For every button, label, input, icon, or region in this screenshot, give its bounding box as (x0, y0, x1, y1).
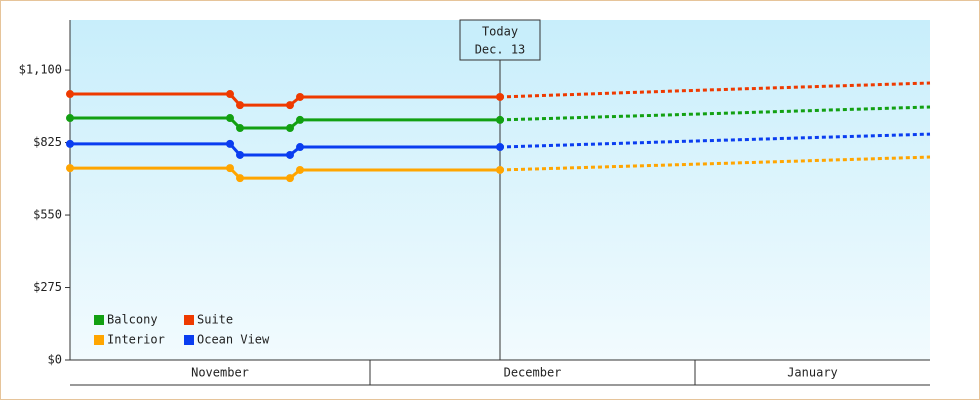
legend-label: Interior (107, 333, 165, 347)
line-forecast (499, 132, 931, 149)
y-tick-label: $550 (33, 208, 62, 222)
legend-label: Suite (197, 313, 233, 327)
point (296, 92, 304, 101)
x-band-label: November (191, 366, 249, 380)
y-tick-label: $275 (33, 280, 62, 294)
today-label: Today (482, 25, 518, 39)
legend-swatch (184, 335, 194, 345)
point (496, 115, 504, 124)
today-label: Dec. 13 (475, 43, 526, 57)
x-band-label: January (787, 366, 838, 380)
point (286, 101, 294, 110)
point (296, 143, 304, 152)
point (236, 124, 244, 133)
point (496, 165, 504, 174)
point (236, 101, 244, 110)
point (496, 143, 504, 152)
x-band-label: December (504, 366, 562, 380)
today-box (459, 19, 541, 61)
point (66, 139, 74, 148)
line-solid (70, 142, 500, 157)
point (226, 139, 234, 148)
line-solid (70, 166, 500, 180)
legend-label: Ocean View (197, 333, 270, 347)
point (286, 124, 294, 133)
point (66, 90, 74, 99)
y-tick-label: $1,100 (19, 63, 62, 77)
y-tick-label: $825 (33, 135, 62, 149)
point (226, 164, 234, 173)
point (296, 165, 304, 174)
point (226, 90, 234, 99)
y-tick-label: $0 (48, 353, 62, 367)
point (296, 115, 304, 124)
point (66, 164, 74, 173)
line-forecast (499, 155, 931, 172)
line-solid (70, 116, 500, 130)
point (226, 114, 234, 123)
legend-swatch (94, 335, 104, 345)
point (496, 92, 504, 101)
line-forecast (499, 81, 931, 99)
legend-swatch (94, 315, 104, 325)
point (286, 150, 294, 159)
line-solid (70, 92, 500, 107)
legend-label: Balcony (107, 313, 158, 327)
line-forecast (499, 105, 931, 122)
point (236, 150, 244, 159)
point (66, 114, 74, 123)
point (286, 174, 294, 183)
point (236, 174, 244, 183)
legend-swatch (184, 315, 194, 325)
